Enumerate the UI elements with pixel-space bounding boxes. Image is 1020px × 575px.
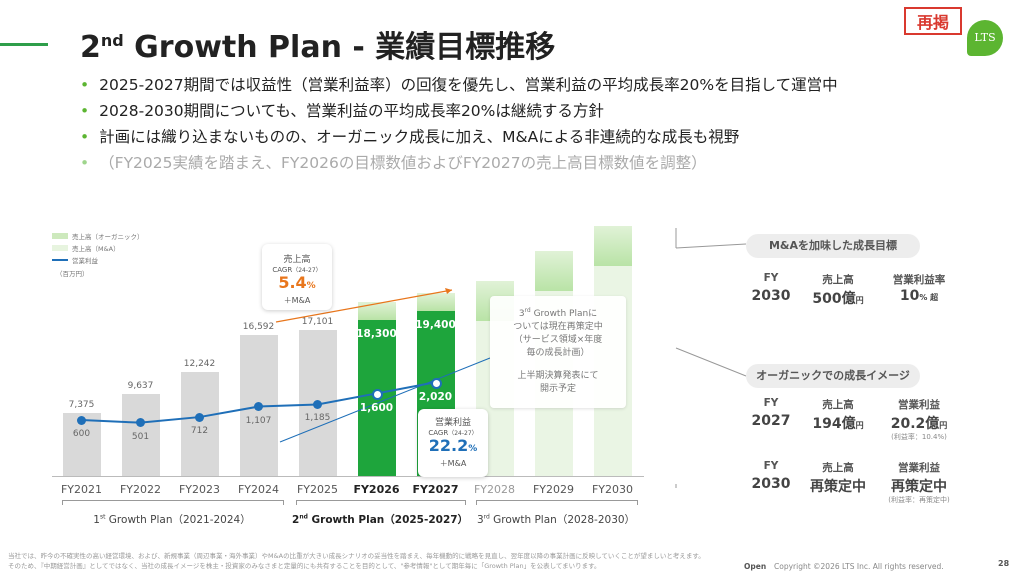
fy-tick-label: FY2026: [353, 483, 400, 496]
ma-goal-title: M&Aを加味した成長目標: [746, 234, 920, 258]
fy-tick-label: FY2021: [60, 483, 103, 496]
ma-margin-value: 10: [899, 288, 920, 304]
plan2-label: 2nd Growth Plan（2025-2027）: [292, 513, 469, 527]
organic-growth-title: オーガニックでの成長イメージ: [746, 364, 920, 388]
org-sales-2030: 再策定中: [810, 479, 866, 495]
legend-label-organic: 売上高（オーガニック）: [72, 233, 144, 241]
org-fy-2027: 2027: [751, 413, 791, 429]
op-point: [195, 412, 204, 422]
future-ma-bar: [534, 251, 573, 291]
op-point: [431, 377, 442, 389]
org-op-2027: 20.2億: [890, 416, 940, 432]
org-header-fy: FY: [763, 397, 779, 409]
header-accent-line: [0, 43, 48, 46]
sales-value-label: 18,300: [356, 328, 397, 341]
sales-cagr-note: ＋M&A: [283, 296, 311, 305]
ma-header-fy: FY: [763, 272, 779, 284]
legend-swatch-ma: [52, 245, 68, 251]
fy-tick-label: FY2022: [119, 483, 162, 496]
bullet-list: • 2025-2027期間では収益性（営業利益率）の回復を優先し、営業利益の平均成…: [80, 72, 838, 176]
op-cagr-value: 22.2: [428, 436, 469, 455]
page-number: 28: [998, 559, 1010, 568]
sales-bar: [180, 371, 219, 476]
sales-value-label: 12,242: [183, 358, 216, 369]
page-title: 2nd Growth Plan - 業績目標推移: [80, 30, 556, 65]
fy-tick-label: FY2023: [178, 483, 221, 496]
legend-swatch-op: [52, 259, 68, 261]
sales-cagr-label: 売上高: [283, 255, 311, 265]
footer-copyright: Copyright ©2026 LTS Inc. All rights rese…: [774, 562, 944, 571]
op-point: [313, 399, 322, 409]
ma-bar: [357, 302, 396, 321]
org-header-op: 営業利益: [898, 399, 940, 411]
sales-cagr-value: 5.4: [278, 273, 307, 292]
op-value-label: 712: [190, 426, 209, 437]
plan1-label: 1st Growth Plan（2021-2024）: [93, 513, 251, 527]
sales-value-label: 9,637: [127, 380, 154, 391]
bullet-item: • 2025-2027期間では収益性（営業利益率）の回復を優先し、営業利益の平均成…: [80, 76, 838, 94]
op-cagr-label: 営業利益: [434, 418, 471, 428]
legend-unit: （百万円）: [56, 270, 89, 278]
sales-value-label: 17,101: [301, 317, 334, 328]
footer-open-label: Open: [744, 562, 767, 571]
op-point: [77, 415, 86, 425]
sales-cagr-card: 売上高 CAGR（24-27） 5.4% ＋M&A: [262, 244, 332, 310]
op-cagr-note: ＋M&A: [439, 459, 467, 468]
sales-value-label: 7,375: [68, 400, 95, 411]
chart-baseline: [52, 476, 644, 477]
plan3-bracket: [476, 500, 638, 505]
org-op-2030: 再策定中: [891, 479, 947, 495]
org-sales-2027: 194億: [812, 416, 856, 432]
org-note-2030: (利益率：再策定中): [888, 496, 950, 504]
org-header-op-2: 営業利益: [898, 462, 940, 474]
org-header-sales-2: 売上高: [822, 462, 854, 474]
org-fy-2030: 2030: [751, 476, 791, 492]
legend-swatch-organic: [52, 233, 68, 239]
future-ma-bar: [593, 226, 632, 266]
company-logo: LTS: [967, 20, 1003, 56]
op-point: [254, 402, 263, 412]
fy-tick-label: FY2030: [591, 483, 634, 496]
fy-tick-label: FY2024: [237, 483, 280, 496]
op-point: [136, 418, 145, 428]
op-value-label: 501: [131, 431, 150, 442]
ma-fy-value: 2030: [751, 288, 791, 304]
fy-tick-label: FY2029: [532, 483, 575, 496]
fy-tick-label: FY2028: [473, 483, 516, 496]
ma-sales-value: 500億: [812, 291, 856, 307]
op-value-label: 1,600: [359, 402, 394, 415]
ma-header-margin: 営業利益率: [892, 274, 946, 286]
fy-tick-label: FY2025: [296, 483, 339, 496]
op-value-label: 600: [72, 429, 91, 440]
op-value-label: 1,107: [245, 415, 272, 426]
plan1-bracket: [62, 500, 284, 505]
org-header-sales: 売上高: [822, 399, 854, 411]
ma-bar: [416, 292, 455, 311]
right-panel-connectors: [675, 228, 747, 488]
op-cagr-card: 営業利益 CAGR（24-27） 22.2% ＋M&A: [418, 409, 488, 477]
bullet-item: • （FY2025実績を踏まえ、FY2026の目標数値およびFY2027の売上高目…: [80, 154, 707, 172]
op-value-label: 1,185: [304, 413, 331, 424]
plan2-bracket: [296, 500, 466, 505]
org-header-fy-2: FY: [763, 460, 779, 472]
fy-tick-label: FY2027: [412, 483, 459, 496]
legend-label-op: 営業利益: [72, 257, 98, 265]
op-point: [372, 388, 383, 400]
op-value-label: 2,020: [418, 391, 453, 404]
legend-label-ma: 売上高（M&A）: [72, 245, 120, 253]
third-plan-note: 3rd Growth Planに ついては現在再策定中 （サービス領域×年度 毎…: [490, 296, 626, 408]
sales-value-label: 19,400: [415, 318, 456, 331]
bullet-item: • 計画には織り込まないものの、オーガニック成長に加え、M&Aによる非連続的な成長…: [80, 128, 740, 146]
sales-value-label: 16,592: [242, 321, 275, 332]
plan3-label: 3rd Growth Plan（2028-2030）: [476, 513, 636, 527]
ma-header-sales: 売上高: [822, 274, 854, 286]
chart-legend: 売上高（オーガニック） 売上高（M&A） 営業利益 （百万円）: [52, 230, 144, 278]
bullet-item: • 2028-2030期間についても、営業利益の平均成長率20%は継続する方針: [80, 102, 604, 120]
org-note-2027: (利益率：10.4%): [891, 433, 947, 441]
reposted-badge: 再掲: [904, 7, 962, 35]
footer-disclaimer: 当社では、昨今の不確実性の高い経営環境、および、新規事業（周辺事業・海外事業）や…: [8, 552, 705, 570]
